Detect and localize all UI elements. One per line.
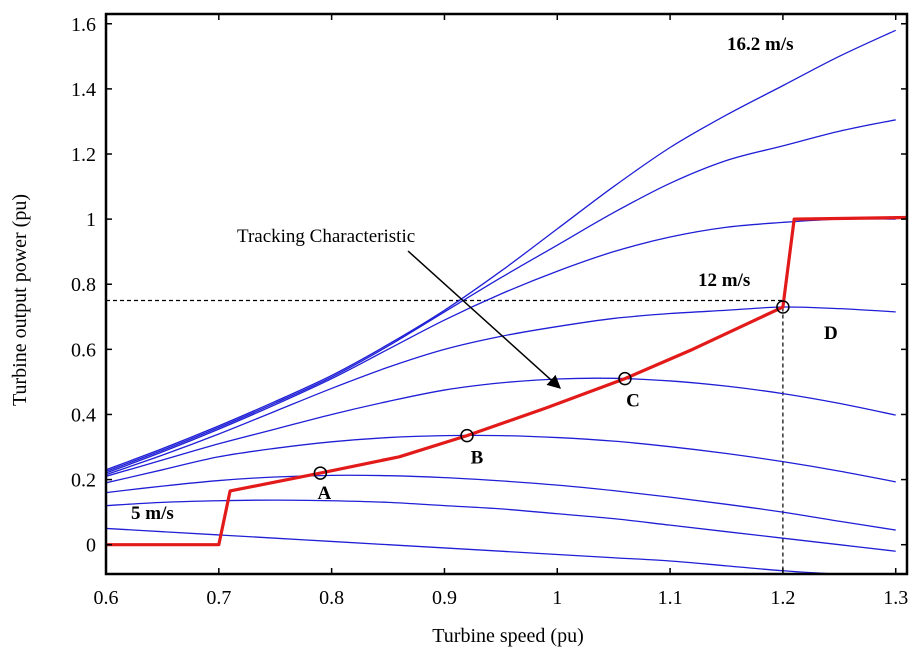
x-tick-label: 1.3 xyxy=(883,587,908,609)
x-tick-label: 1.2 xyxy=(770,587,795,609)
operating-point-label-a: A xyxy=(317,483,331,504)
operating-point-a xyxy=(313,466,328,480)
y-tick-label: 0.6 xyxy=(71,339,96,361)
wind-speed-curve-4 xyxy=(106,434,896,484)
operating-point-c xyxy=(618,371,632,386)
reference-lines xyxy=(106,299,784,574)
y-axis-label: Turbine output power (pu) xyxy=(9,194,31,406)
wind-label-top: 16.2 m/s xyxy=(727,34,794,55)
plot-area xyxy=(106,14,907,574)
x-tick-label: 1.1 xyxy=(658,587,683,609)
wind-speed-curve-9 xyxy=(106,29,896,471)
tracking-arrow xyxy=(407,250,562,389)
y-tick-label: 1.4 xyxy=(71,79,96,101)
operating-points: A B C D xyxy=(313,300,838,504)
y-tick-label: 0.2 xyxy=(71,470,96,492)
x-tick-label: 1 xyxy=(552,587,562,609)
y-tick-label: 1.2 xyxy=(71,144,96,166)
x-tick-label: 0.8 xyxy=(319,587,344,609)
y-tick-label: 0.8 xyxy=(71,274,96,296)
y-tick-label: 0 xyxy=(86,535,96,557)
tracking-label: Tracking Characteristic xyxy=(237,226,415,247)
operating-point-label-d: D xyxy=(824,323,838,344)
wind-speed-curve-2 xyxy=(106,499,896,552)
wind-speed-curves xyxy=(106,29,896,574)
operating-point-d xyxy=(776,300,790,314)
wind-label-low: 5 m/s xyxy=(131,503,174,524)
y-tick-label: 1 xyxy=(86,209,96,231)
x-axis-label: Turbine speed (pu) xyxy=(432,625,583,647)
wind-speed-curve-8 xyxy=(106,119,896,473)
tracking-characteristic xyxy=(106,215,907,547)
x-tick-label: 0.6 xyxy=(94,587,119,609)
operating-point-label-b: B xyxy=(471,448,484,469)
wind-speed-curve-5 xyxy=(106,377,896,477)
tracking-characteristic-line xyxy=(106,215,907,547)
wind-speed-curve-7 xyxy=(106,218,896,474)
x-tick-label: 0.7 xyxy=(206,587,231,609)
wind-speed-curve-6 xyxy=(106,306,896,476)
wind-speed-curve-3 xyxy=(106,474,896,531)
operating-point-b xyxy=(460,428,474,443)
operating-point-label-c: C xyxy=(626,391,640,412)
wind-speed-curve-1 xyxy=(106,527,896,574)
y-axis-ticks: 0 0.2 0.4 0.6 0.8 1 1.2 1.4 1.6 xyxy=(71,14,907,557)
plot-frame xyxy=(104,12,909,576)
y-tick-label: 1.6 xyxy=(71,14,96,36)
x-tick-label: 0.9 xyxy=(432,587,457,609)
wind-label-mid: 12 m/s xyxy=(698,270,750,291)
y-tick-label: 0.4 xyxy=(71,404,96,426)
x-axis-ticks: 0.6 0.7 0.8 0.9 1 1.1 1.2 1.3 xyxy=(94,14,908,609)
